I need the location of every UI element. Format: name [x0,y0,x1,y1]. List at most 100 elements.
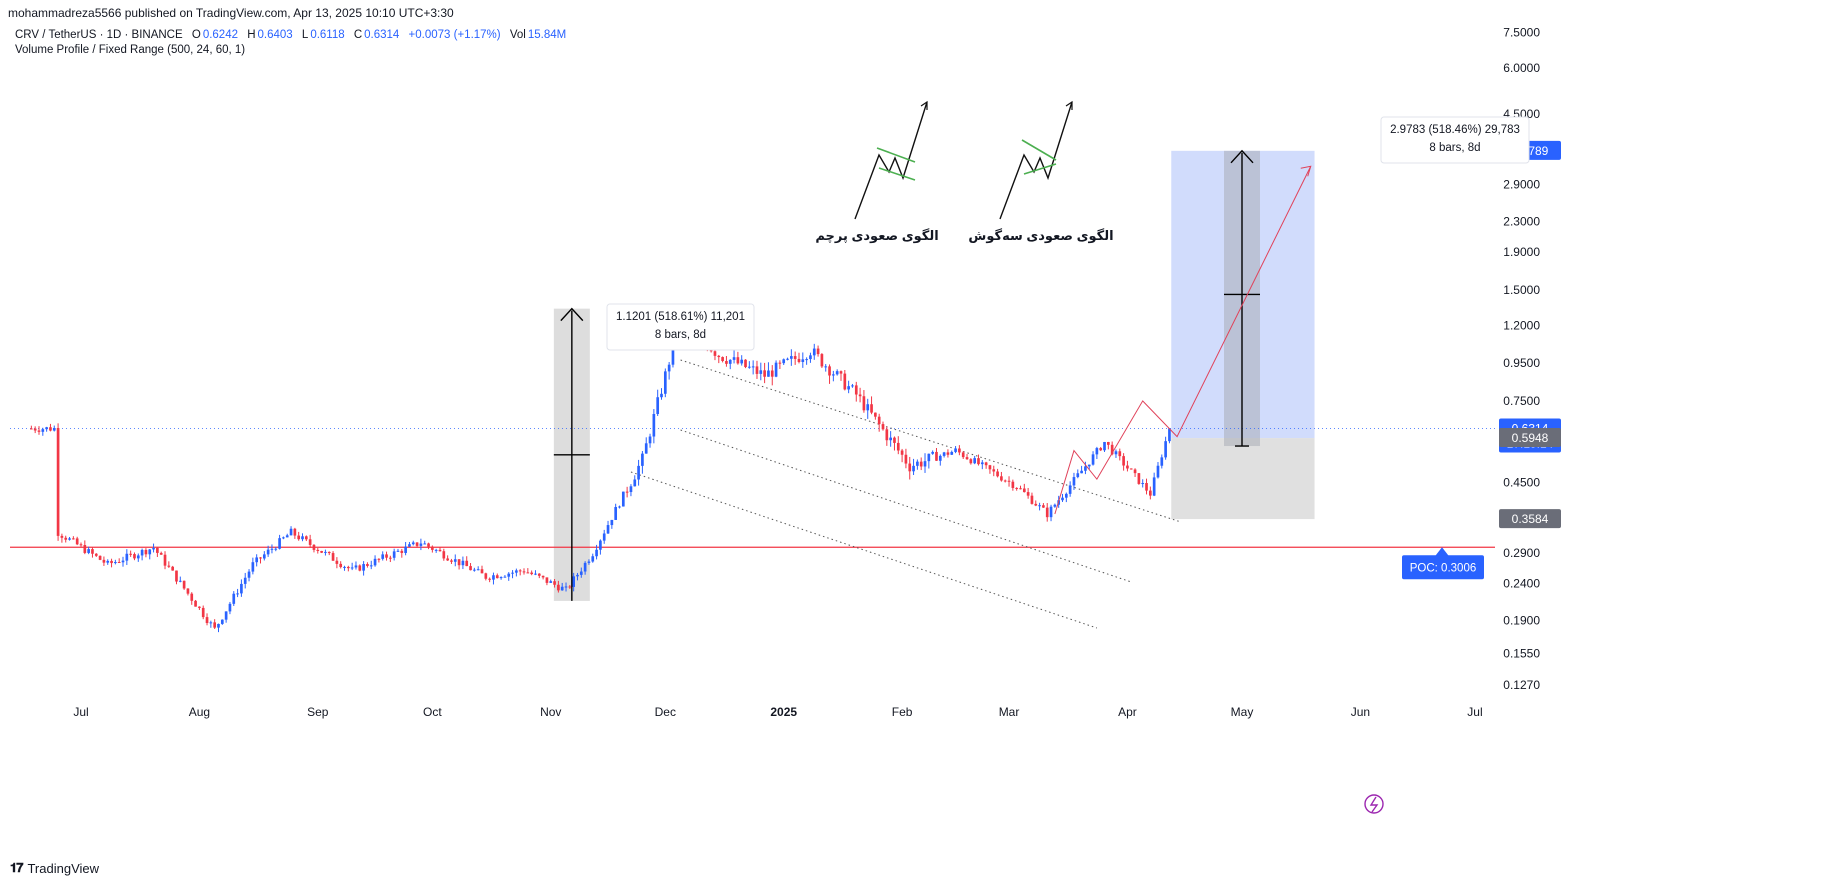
price-tick-label: 1.5000 [1503,283,1540,297]
poc-badge-pointer [1435,547,1449,557]
indicator-legend[interactable]: Volume Profile / Fixed Range (500, 24, 6… [15,44,246,56]
candle-body [79,544,83,546]
candle-body [45,427,48,430]
pattern-arrow [920,100,928,110]
candle-body [1160,457,1164,466]
pennant-pattern-icon [999,100,1073,220]
candle-body [178,580,182,582]
candle-body [209,622,213,624]
candle-body [106,560,110,563]
candle-body [938,455,942,461]
candle-body [652,413,656,437]
candle-body [713,351,717,356]
candle-body [377,558,381,560]
price-chart[interactable]: 7.50006.00004.50003.70002.90002.30001.90… [0,0,1835,850]
tooltip-line1: 2.9783 (518.46%) 29,783 [1390,124,1520,136]
candle-body [1015,487,1019,489]
candle-body [251,562,255,572]
candle-body [217,623,220,628]
candle-body [247,571,251,578]
candle-body [866,404,870,411]
candle-body [484,573,488,579]
time-tick-label: Oct [423,705,442,719]
candle-body [1156,465,1160,478]
time-tick-label: Aug [189,705,210,719]
candle-body [331,553,335,561]
candle-body [786,358,789,360]
price-tick-label: 2.3000 [1503,215,1540,229]
time-tick-label: Apr [1118,705,1137,719]
price-tick-label: 0.9500 [1503,356,1540,370]
candle-body [1110,444,1114,455]
candle-body [1045,507,1049,518]
candle-body [656,397,660,414]
candle-body [671,341,675,365]
candle-body [136,555,140,559]
candle-body [583,562,587,572]
candle-body [60,535,64,538]
candle-body [790,356,793,359]
candle-body [255,557,259,563]
candle-body [232,593,236,604]
time-axis[interactable]: Jul Aug Sep Oct Nov Dec 2025 Feb Mar Apr May Jun Jul [73,705,1482,719]
symbol-name[interactable]: CRV / TetherUS · 1D · BINANCE [15,29,183,41]
candle-body [72,538,75,540]
candle-body [389,557,392,559]
candle-body [289,528,293,536]
candle-body [801,359,805,362]
price-tick-label: 0.7500 [1503,394,1540,408]
candle-body [820,354,824,367]
candle-body [522,571,526,573]
candle-body [954,448,957,452]
footer: 𝟏𝟕 TradingView [10,860,99,876]
footer-brand[interactable]: TradingView [27,860,100,876]
poc-badge: POC: 0.3006 [1402,547,1484,580]
candle-body [770,370,774,377]
price-tick-label: 1.2000 [1503,319,1540,333]
candle-body [91,549,94,554]
candle-body [824,366,828,368]
time-tick-label: Dec [655,705,676,719]
candle-body [156,547,159,553]
candle-body [545,577,549,583]
candle-body [816,348,820,355]
measure-left-arrowhead [560,307,584,322]
candle-body [293,528,297,536]
candle-body [579,571,583,575]
candle-body [198,606,201,608]
candle-body [912,465,915,472]
candle-body [935,451,938,461]
candle-body [94,553,98,556]
candle-body [832,374,835,376]
candle-body [308,539,312,545]
candle-body [667,364,671,372]
lightning-icon [1364,794,1384,814]
candle-body [572,576,575,587]
candle-body [167,565,171,567]
candle-body [751,366,755,368]
candle-body [52,428,56,431]
candle-body [324,551,327,553]
measure-right-arrowhead [1230,149,1254,164]
candle-body [301,536,304,540]
candle-body [1084,466,1087,471]
candle-body [1011,481,1015,488]
candle-body [648,436,652,444]
candle-body [644,443,648,454]
change-value: +0.0073 (+1.17%) [408,29,501,41]
candle-body [1026,492,1030,496]
candle-body [129,553,132,555]
candle-body [423,543,427,545]
candle-body [312,544,316,550]
price-badge-bg [1499,509,1561,529]
candle-body [748,366,751,368]
candle-body [858,394,862,397]
lightning-bolt [1369,796,1379,813]
candle-body [839,371,843,374]
time-tick-label: Jul [73,705,88,719]
candle-body [373,558,377,566]
candle-body [1064,493,1068,498]
price-tick-label: 0.1270 [1503,678,1540,692]
candle-body [259,557,262,559]
